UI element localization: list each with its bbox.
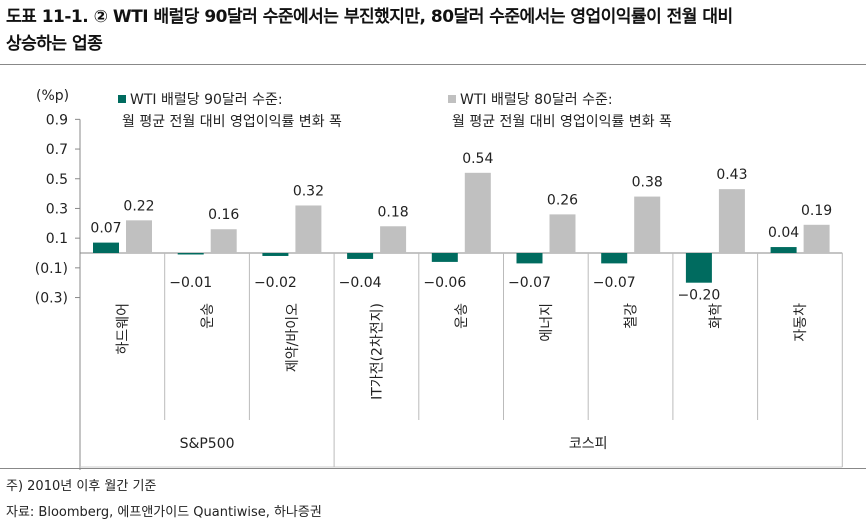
category-label: 제약/바이오 xyxy=(285,303,301,372)
legend-label: 월 평균 전월 대비 영업이익률 변화 폭 xyxy=(452,114,672,130)
y-axis-unit: (%p) xyxy=(36,88,69,104)
legend-label: WTI 배럴당 90달러 수준: xyxy=(130,92,283,108)
category-label: 운송 xyxy=(200,303,216,329)
bar-80usd xyxy=(210,229,237,253)
data-label: −0.20 xyxy=(677,288,720,304)
data-label: 0.07 xyxy=(90,221,121,237)
bar-80usd xyxy=(634,196,661,253)
data-label: 0.32 xyxy=(293,183,324,199)
bar-90usd xyxy=(262,253,289,256)
bar-90usd xyxy=(770,247,797,253)
y-tick-label: 0.7 xyxy=(46,142,68,158)
footer-divider xyxy=(0,468,866,469)
title-line-2: 상승하는 업종 xyxy=(6,34,103,54)
legend-label: 월 평균 전월 대비 영업이익률 변화 폭 xyxy=(122,114,342,130)
data-label: 0.26 xyxy=(547,192,578,208)
data-label: −0.02 xyxy=(254,275,297,291)
y-tick-label: 0.9 xyxy=(46,112,68,128)
bar-80usd xyxy=(549,214,576,253)
bar-80usd xyxy=(380,226,407,253)
chart-title: 도표 11-1. ② WTI 배럴당 90달러 수준에서는 부진했지만, 80달… xyxy=(6,4,856,58)
category-label: 자동차 xyxy=(793,303,809,342)
data-label: 0.16 xyxy=(208,207,239,223)
bar-80usd xyxy=(295,205,322,253)
category-label: IT가전(2차전지) xyxy=(369,303,385,400)
y-tick-label: 0.5 xyxy=(46,172,68,188)
legend-item-series-2: WTI 배럴당 80달러 수준: 월 평균 전월 대비 영업이익률 변화 폭 xyxy=(448,89,672,133)
bar-80usd xyxy=(464,172,491,253)
legend-item-series-1: WTI 배럴당 90달러 수준: 월 평균 전월 대비 영업이익률 변화 폭 xyxy=(118,89,342,133)
category-label: 철강 xyxy=(624,303,640,329)
bar-chart: (%p) 0.9 0.7 0.5 0.3 0.1 (0.1) (0.3) 0.07 −0.01 −… xyxy=(35,88,843,470)
source-note: 자료: Bloomberg, 에프앤가이드 Quantiwise, 하나증권 xyxy=(6,505,322,520)
bar-90usd xyxy=(177,253,204,255)
data-label: −0.07 xyxy=(508,275,551,291)
bar-90usd xyxy=(431,253,458,262)
group-label: S&P500 xyxy=(180,436,235,452)
y-tick-label: 0.3 xyxy=(46,201,68,217)
data-label: 0.19 xyxy=(801,203,832,219)
category-label: 하드웨어 xyxy=(115,303,131,355)
data-label: −0.04 xyxy=(339,275,382,291)
data-label: 0.22 xyxy=(123,198,154,214)
data-label: 0.18 xyxy=(378,204,409,220)
data-label: −0.01 xyxy=(169,275,212,291)
y-tick-label: (0.3) xyxy=(35,291,68,307)
group-label: 코스피 xyxy=(569,436,608,452)
y-tick-label: 0.1 xyxy=(46,231,68,247)
bar-90usd xyxy=(601,253,628,264)
data-label: −0.07 xyxy=(593,275,636,291)
y-tick-label: (0.1) xyxy=(35,261,68,277)
legend-swatch-gray xyxy=(448,95,456,103)
category-label: 에너지 xyxy=(539,303,555,342)
legend-swatch-teal xyxy=(118,95,126,103)
bar-90usd xyxy=(685,253,712,283)
bar-80usd xyxy=(803,224,830,253)
data-label: 0.54 xyxy=(462,151,493,167)
bar-90usd xyxy=(93,242,119,253)
bar-80usd xyxy=(126,220,152,253)
data-label: 0.43 xyxy=(716,167,747,183)
data-label: 0.04 xyxy=(768,225,799,241)
data-label: 0.38 xyxy=(632,175,663,191)
bar-80usd xyxy=(718,189,745,253)
bar-90usd xyxy=(516,253,543,264)
bar-90usd xyxy=(347,253,374,259)
title-line-1: 도표 11-1. ② WTI 배럴당 90달러 수준에서는 부진했지만, 80달… xyxy=(6,7,733,27)
category-label: 운송 xyxy=(454,303,470,329)
title-divider xyxy=(0,64,866,65)
data-label: −0.06 xyxy=(423,275,466,291)
legend-label: WTI 배럴당 80달러 수준: xyxy=(460,92,613,108)
footnote: 주) 2010년 이후 월간 기준 xyxy=(6,479,157,494)
category-label: 화학 xyxy=(708,303,724,329)
